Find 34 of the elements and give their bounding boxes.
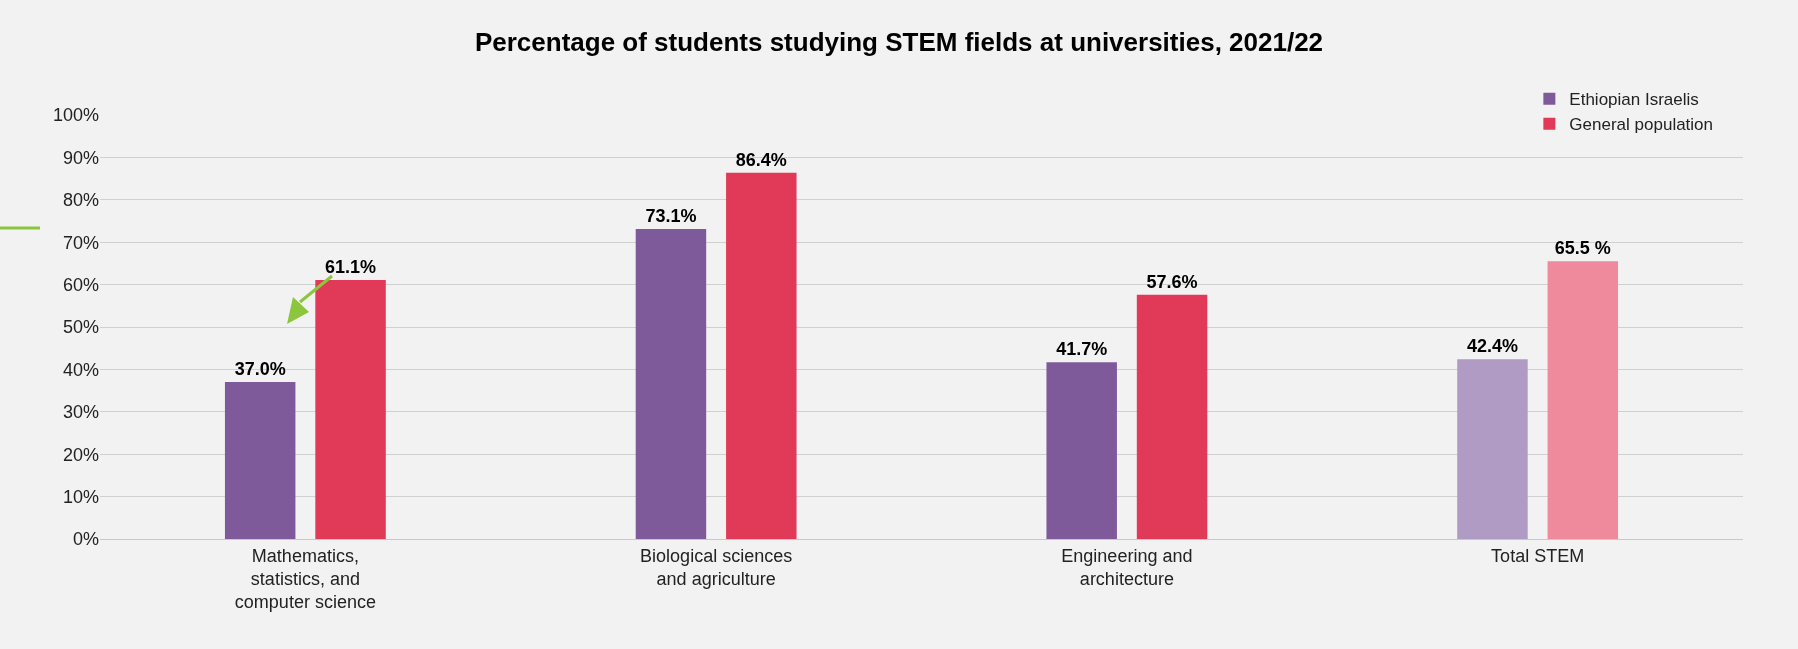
data-label: 73.1% [645, 206, 697, 227]
y-tick-label: 10% [62, 486, 99, 507]
y-tick-label: 60% [62, 274, 99, 295]
y-tick-label: 90% [62, 147, 99, 168]
x-tick-label: Engineering and architecture [1061, 545, 1193, 589]
y-tick-label: 80% [62, 190, 99, 211]
x-tick-label: Biological sciences and agriculture [640, 545, 793, 589]
bar [224, 382, 296, 539]
bar [726, 172, 797, 539]
data-label: 42.4% [1466, 336, 1518, 357]
data-label: 37.0% [234, 359, 286, 380]
y-tick-label: 0% [72, 529, 99, 550]
bar [315, 279, 386, 539]
bar [635, 229, 707, 539]
data-label: 61.1% [325, 256, 377, 277]
x-tick-label: Total STEM [1491, 545, 1585, 566]
legend-label: General population [1569, 115, 1714, 135]
data-label: 65.5 % [1554, 238, 1611, 259]
y-tick-label: 40% [62, 359, 99, 380]
bar [1046, 362, 1117, 539]
bar [1136, 294, 1208, 539]
y-tick-label: 100% [52, 105, 99, 126]
y-tick-label: 20% [62, 444, 99, 465]
data-label: 41.7% [1056, 339, 1108, 360]
chart-title: Percentage of students studying STEM fields at universities, 2021/22 [474, 26, 1324, 57]
bar [1547, 261, 1619, 539]
y-tick-label: 30% [62, 402, 99, 423]
y-tick-label: 50% [62, 317, 99, 338]
bar [1457, 359, 1528, 539]
x-tick-label: Mathematics, statistics, and computer science [234, 545, 376, 613]
y-tick-label: 70% [62, 232, 99, 253]
legend-label: Ethiopian Israelis [1569, 90, 1699, 110]
data-label: 86.4% [735, 149, 787, 170]
data-label: 57.6% [1146, 271, 1198, 292]
